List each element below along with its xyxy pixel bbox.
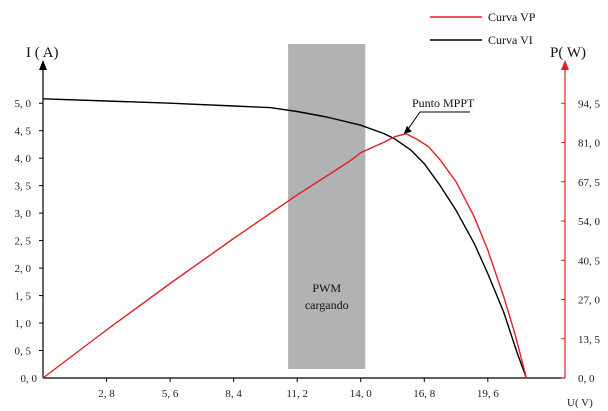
pwm-band-label-line1: PWM: [312, 281, 341, 295]
x-axis-title: U( V): [567, 397, 593, 409]
legend-label-vp: Curva VP: [488, 10, 536, 24]
right-tick-label: 81, 0: [578, 138, 601, 150]
left-tick-label: 0, 5: [15, 346, 32, 358]
left-tick-label: 4, 5: [15, 126, 32, 138]
mppt-pointer-arrow: [406, 111, 470, 132]
right-tick-label: 40, 5: [578, 255, 601, 267]
x-tick-label: 5, 6: [162, 388, 179, 400]
left-tick-label: 4, 0: [15, 153, 32, 165]
right-tick-label: 54, 0: [578, 216, 601, 228]
x-tick-label: 11, 2: [286, 388, 308, 400]
series-line-vp: [42, 133, 528, 379]
series-line-vi: [42, 98, 528, 379]
left-axis-arrow-icon: [39, 60, 47, 70]
right-axis-title: P( W): [550, 45, 586, 61]
tick-group: 2, 8 5, 6 8, 4 11, 2 14, 0 16, 8 19, 6 0, 5 1, 0…: [15, 98, 601, 400]
right-tick-label: 0, 0: [578, 373, 595, 385]
left-tick-label: 3, 5: [15, 181, 32, 193]
left-axis-title: I ( A): [26, 45, 59, 61]
right-axis-arrow-icon: [561, 60, 569, 70]
right-tick-label: 27, 0: [578, 295, 601, 307]
pwm-charging-band: [288, 44, 366, 369]
x-tick-label: 2, 8: [98, 388, 115, 400]
x-tick-label: 14, 0: [350, 388, 373, 400]
left-tick-label: 5, 0: [15, 98, 32, 110]
right-tick-label: 67, 5: [578, 177, 601, 189]
right-tick-label: 13, 5: [578, 334, 601, 346]
x-tick-label: 19, 6: [477, 388, 500, 400]
left-tick-label: 2, 0: [15, 263, 32, 275]
mppt-annotation-label: Punto MPPT: [412, 96, 475, 110]
left-tick-label: 1, 0: [15, 318, 32, 330]
origin-label: 0, 0: [21, 373, 38, 385]
x-tick-label: 8, 4: [225, 388, 242, 400]
legend-label-vi: Curva VI: [488, 33, 533, 47]
series-group: [42, 98, 528, 379]
mppt-arrowhead-icon: [403, 125, 412, 134]
pwm-band-label-line2: cargando: [305, 298, 349, 312]
right-tick-label: 94, 5: [578, 98, 601, 110]
left-tick-label: 1, 5: [15, 291, 32, 303]
left-tick-label: 3, 0: [15, 208, 32, 220]
left-tick-label: 2, 5: [15, 236, 32, 248]
x-tick-label: 16, 8: [413, 388, 436, 400]
